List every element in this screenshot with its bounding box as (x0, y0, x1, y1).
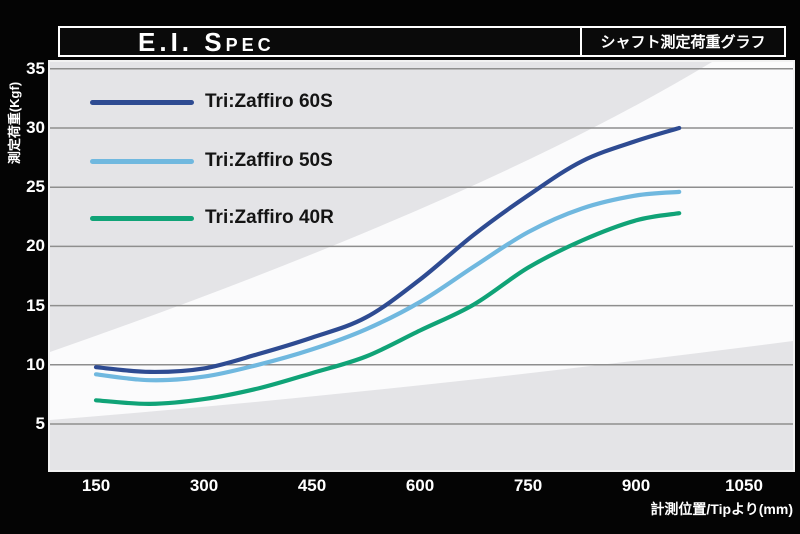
line-chart-svg (50, 62, 793, 470)
x-tick-label-750: 750 (513, 476, 543, 495)
x-tick-label-900: 900 (621, 476, 651, 495)
series-line-tri-zaffiro-50s (93, 189, 682, 383)
y-tick-label-10: 10 (26, 354, 45, 374)
y-tick-label-5: 5 (35, 414, 45, 433)
legend-swatch-50s (90, 158, 194, 164)
series-line-tri-zaffiro-40r (93, 211, 682, 407)
y-tick-label-20: 20 (26, 236, 45, 256)
x-tick-label-450: 450 (297, 476, 327, 495)
y-axis-ticks: 35 30 25 20 15 10 5 (0, 58, 45, 472)
subtitle-box: シャフト測定荷重グラフ (580, 26, 786, 57)
x-tick-label-150: 150 (81, 476, 111, 495)
legend-swatch-60s (90, 99, 194, 105)
x-tick-label-600: 600 (405, 476, 435, 495)
plot-area: Tri:Zaffiro 60S Tri:Zaffiro 50S Tri:Zaff… (48, 60, 795, 472)
y-tick-label-15: 15 (26, 295, 45, 315)
legend-swatch-40r (90, 215, 194, 221)
legend-label-60s: Tri:Zaffiro 60S (205, 91, 333, 112)
legend-label-40r: Tri:Zaffiro 40R (205, 207, 334, 228)
page-title: E.I. Spec (138, 26, 275, 57)
y-tick-label-25: 25 (26, 177, 45, 197)
legend-item-40r: Tri:Zaffiro 40R (90, 205, 334, 231)
y-tick-label-30: 30 (26, 118, 45, 137)
x-axis-ticks: 150 300 450 600 750 900 1050 (48, 476, 795, 498)
x-tick-label-300: 300 (189, 476, 219, 495)
x-tick-label-1050: 1050 (725, 476, 763, 495)
header: E.I. Spec シャフト測定荷重グラフ (58, 26, 786, 57)
legend-label-50s: Tri:Zaffiro 50S (205, 150, 333, 171)
series-line-tri-zaffiro-60s (93, 125, 682, 375)
subtitle-text: シャフト測定荷重グラフ (600, 34, 766, 51)
legend-item-50s: Tri:Zaffiro 50S (90, 148, 333, 174)
bg-top-wedge (50, 62, 712, 352)
y-tick-label-35: 35 (26, 58, 45, 78)
x-axis-title: 計測位置/Tipより(mm) (650, 501, 793, 517)
legend-item-60s: Tri:Zaffiro 60S (90, 89, 333, 115)
bg-bottom-wedge (50, 341, 793, 470)
